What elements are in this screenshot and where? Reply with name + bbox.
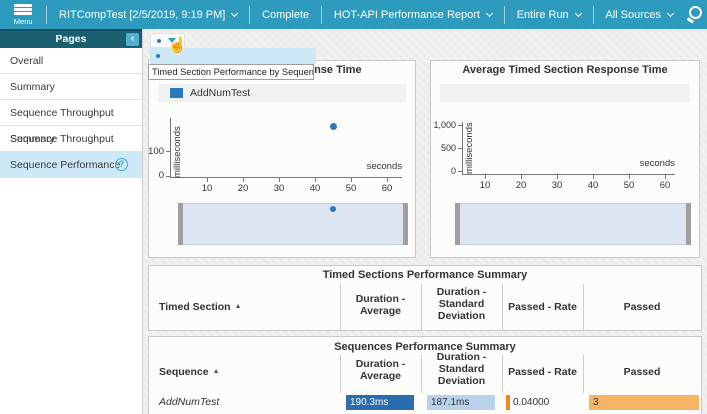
range-handle-left[interactable] xyxy=(178,203,183,245)
left-x-unit: seconds xyxy=(366,161,402,172)
range-handle-right[interactable] xyxy=(686,203,691,245)
duration-std-bar: 187.1ms xyxy=(427,395,495,410)
cursor-hand-icon: ☝ xyxy=(168,37,187,54)
left-chart-legend: AddNumTest xyxy=(158,84,406,102)
sidebar-item-label: Sequence Performance xyxy=(10,159,121,171)
sidebar: Pages ‹ Overall Summary Sequence Through… xyxy=(0,29,143,414)
column-header-passed[interactable]: Passed xyxy=(623,366,661,378)
sidebar-item-sequence-throughput-summary[interactable]: Sequence Throughput Summary xyxy=(0,100,142,145)
range-selector-label: Entire Run xyxy=(516,8,569,21)
sidebar-collapse-button[interactable]: ‹ xyxy=(126,33,139,46)
divider xyxy=(46,5,48,24)
divider xyxy=(503,5,505,24)
data-point xyxy=(330,123,337,130)
right-y-axis xyxy=(462,122,463,174)
search-icon xyxy=(689,5,703,19)
passed-rate-value: 0.04000 xyxy=(513,397,550,408)
chevron-down-icon xyxy=(667,9,675,17)
right-y-unit: milliseconds xyxy=(464,122,475,174)
column-header-duration-average[interactable]: Duration - Average xyxy=(355,358,406,382)
data-point xyxy=(330,206,336,212)
sequences-table-panel: Sequences Performance Summary Sequence ▲ … xyxy=(148,336,702,414)
duration-average-bar: 190.3ms xyxy=(346,395,414,410)
left-x-axis xyxy=(170,177,402,178)
run-selector-label: RITCompTest [2/5/2019, 9:19 PM] xyxy=(59,8,226,21)
run-selector[interactable]: RITCompTest [2/5/2019, 9:19 PM] xyxy=(47,9,249,21)
column-header-duration-std[interactable]: Duration - Standard Deviation xyxy=(436,286,487,322)
sidebar-header: Pages ‹ xyxy=(0,29,142,48)
menu-label: Menu xyxy=(13,17,33,27)
left-y-tick: 100 xyxy=(148,146,164,157)
right-chart-legend xyxy=(440,84,690,102)
column-header-passed-rate[interactable]: Passed - Rate xyxy=(508,366,577,378)
left-y-tick: 0 xyxy=(158,170,164,181)
series-dot-icon xyxy=(157,38,161,43)
legend-label: AddNumTest xyxy=(190,87,251,99)
menu-button[interactable]: Menu xyxy=(0,0,46,29)
status-badge: Complete xyxy=(250,9,321,21)
right-range-selector[interactable] xyxy=(455,203,691,245)
sidebar-header-label: Pages xyxy=(55,33,87,45)
search-button[interactable] xyxy=(685,4,703,26)
right-chart-title: Average Timed Section Response Time xyxy=(462,64,668,76)
right-x-unit: seconds xyxy=(639,158,675,169)
left-range-selector[interactable] xyxy=(178,203,408,245)
sequence-name-cell: AddNumTest xyxy=(159,396,220,408)
column-header-passed-rate[interactable]: Passed - Rate xyxy=(508,301,577,313)
divider xyxy=(321,5,322,24)
top-bar: Menu RITCompTest [2/5/2019, 9:19 PM] Com… xyxy=(0,0,707,29)
range-handle-left[interactable] xyxy=(455,203,460,245)
range-handle-right[interactable] xyxy=(403,203,408,245)
report-selector[interactable]: HOT-API Performance Report xyxy=(322,9,504,21)
help-icon[interactable]: ? xyxy=(115,158,128,171)
report-selector-label: HOT-API Performance Report xyxy=(333,8,480,21)
left-y-axis xyxy=(170,118,171,178)
divider xyxy=(249,5,251,24)
chevron-down-icon xyxy=(231,9,239,17)
sequences-table-title: Sequences Performance Summary xyxy=(334,341,516,353)
timed-table-title: Timed Sections Performance Summary xyxy=(322,269,528,281)
chevron-down-icon xyxy=(485,9,494,17)
divider xyxy=(592,5,594,24)
timed-sections-table-panel: Timed Sections Performance Summary Timed… xyxy=(148,265,702,331)
sidebar-item-summary[interactable]: Summary xyxy=(0,74,142,100)
sidebar-item-sequence-throughput[interactable]: Sequence Throughput xyxy=(0,126,142,152)
passed-bar: 3 xyxy=(589,395,699,410)
series-dot-icon xyxy=(156,54,160,58)
sidebar-item-overall[interactable]: Overall xyxy=(0,48,142,74)
sources-selector[interactable]: All Sources xyxy=(593,9,685,21)
series-dropdown-button[interactable] xyxy=(150,33,185,48)
tooltip: Timed Section Performance by Sequence xyxy=(148,64,314,80)
column-header-sequence[interactable]: Sequence ▲ xyxy=(159,366,220,378)
column-header-passed[interactable]: Passed xyxy=(623,301,661,313)
left-y-unit: milliseconds xyxy=(172,126,183,178)
hamburger-icon xyxy=(14,3,33,17)
chevron-down-icon xyxy=(168,38,176,43)
sort-asc-icon: ▲ xyxy=(234,303,242,310)
sort-asc-icon: ▲ xyxy=(212,368,220,375)
right-x-axis xyxy=(462,174,675,175)
passed-rate-bar xyxy=(506,395,510,410)
status-label: Complete xyxy=(262,8,310,21)
legend-swatch-icon xyxy=(170,88,183,98)
sidebar-item-sequence-performance[interactable]: Sequence Performance ? xyxy=(0,152,142,178)
chevron-down-icon xyxy=(574,9,582,17)
column-header-timed-section[interactable]: Timed Section ▲ xyxy=(159,301,242,313)
range-selector[interactable]: Entire Run xyxy=(505,9,593,21)
column-header-duration-std[interactable]: Duration - Standard Deviation xyxy=(436,351,487,387)
sources-selector-label: All Sources xyxy=(605,8,662,21)
column-header-duration-average[interactable]: Duration - Average xyxy=(355,293,406,317)
series-dropdown-item[interactable] xyxy=(150,48,316,64)
